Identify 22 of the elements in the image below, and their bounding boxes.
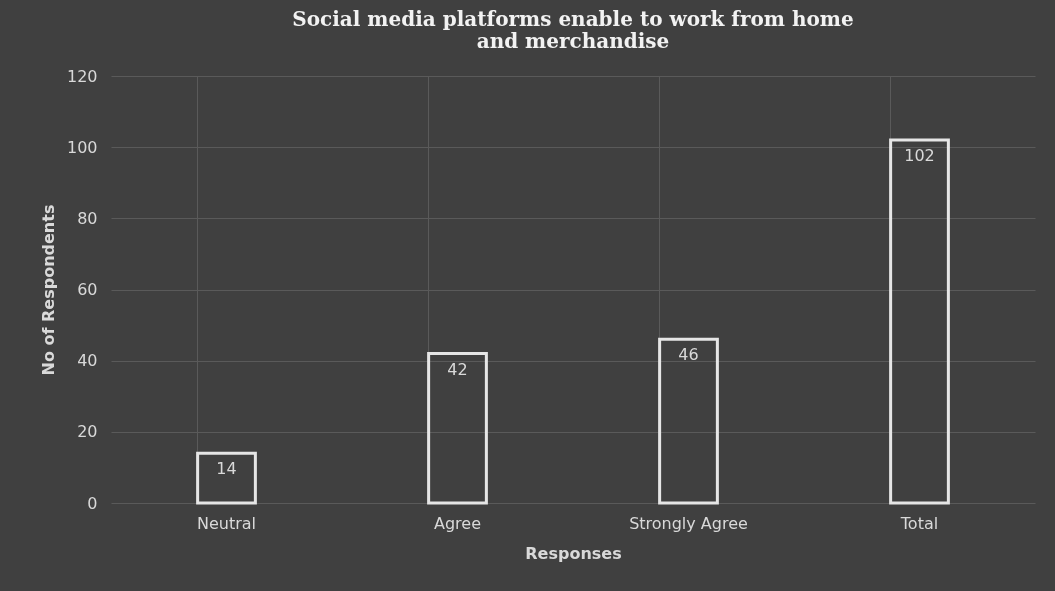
y-tick-label: 0 (87, 493, 98, 513)
bar (889, 138, 950, 505)
y-tick-label: 80 (77, 208, 98, 228)
data-label: 46 (678, 345, 699, 365)
x-tick-label: Neutral (196, 513, 257, 533)
x-tick-label: Agree (433, 513, 482, 533)
data-label: 102 (904, 146, 935, 166)
bar (658, 337, 719, 505)
x-tick-label: Strongly Agree (629, 513, 748, 533)
x-tick-label: Total (899, 513, 939, 533)
x-axis-title: Responses (525, 543, 622, 563)
bar (427, 352, 488, 505)
y-tick-label: 40 (77, 351, 98, 371)
chart-title: Social media platforms enable to work from home and merchandise (292, 7, 854, 53)
y-tick-label: 20 (77, 422, 98, 442)
y-tick-label: 100 (66, 137, 98, 157)
bar (196, 451, 257, 505)
data-label: 14 (216, 459, 237, 479)
data-label: 42 (447, 359, 468, 379)
y-tick-label: 120 (66, 66, 98, 86)
y-tick-label: 60 (77, 280, 98, 299)
y-axis-title: No of Respondents (38, 204, 58, 376)
